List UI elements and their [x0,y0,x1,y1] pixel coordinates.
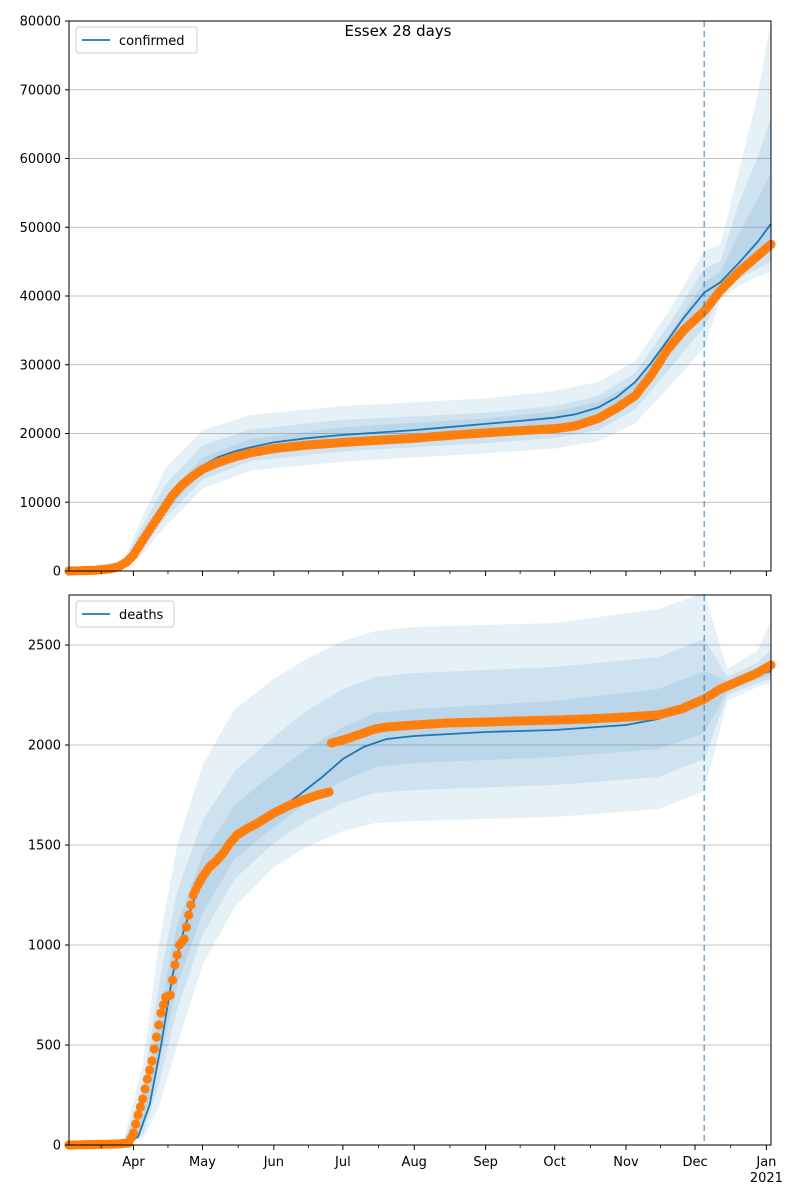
legend: confirmed [75,26,198,54]
observed-point [147,1056,157,1066]
y-tick-label: 30000 [20,358,61,373]
model-series-line [68,223,772,572]
legend-box [75,600,175,628]
observed-point [179,934,189,944]
x-tick-label: Sep [473,1155,498,1170]
observed-point [145,1065,155,1075]
observed-point [128,1128,138,1138]
y-tick-label: 500 [36,1039,61,1054]
y-tick-label: 2500 [28,639,61,654]
legend-label: deaths [119,608,164,623]
y-tick-label: 0 [53,565,61,580]
observed-point [142,1074,152,1084]
observed-point [165,990,175,1000]
y-tick-label: 70000 [20,83,61,98]
x-tick-label: Dec [682,1155,707,1170]
model-series-line [68,670,772,1146]
observed-point [324,787,334,797]
x-tick-label: Jul [334,1155,351,1170]
uncertainty-band-2 [69,661,771,1145]
uncertainty-band-0 [69,593,771,1145]
y-tick-label: 50000 [20,221,61,236]
x-tick-label: Nov [613,1155,639,1170]
x-year-label: 2021 [750,1171,783,1186]
observed-point [140,1084,150,1094]
y-tick-label: 10000 [20,496,61,511]
observed-point [158,1000,168,1010]
observed-point [170,960,180,970]
observed-point [184,910,194,920]
y-tick-label: 1000 [28,939,61,954]
observed-point [138,1094,148,1104]
uncertainty-band-1 [69,639,771,1145]
y-tick-label: 80000 [20,15,61,30]
legend-label: confirmed [119,34,185,49]
observed-point [133,1110,143,1120]
observed-point [168,975,178,985]
deaths-panel: 0 500 1000 1500 2000 2500 Apr May Jun Jul Aug Sep Oc… [28,593,783,1186]
observed-point [156,1008,166,1018]
x-tick-label: Jun [263,1155,284,1170]
x-tick-label: Aug [402,1155,427,1170]
y-tick-label: 1500 [28,839,61,854]
x-tick-label: Jan [755,1155,776,1170]
observed-point [149,1044,159,1054]
legend: deaths [75,600,175,628]
x-tick-label: May [189,1155,216,1170]
observed-point [151,1032,162,1042]
observed-point [154,1020,164,1030]
plot-frame [68,594,772,1146]
observed-point [131,1119,141,1129]
uncertainty-band-0 [69,21,771,571]
legend-box [75,26,198,54]
observed-series-segment-1 [326,660,776,748]
observed-point [181,922,191,932]
observed-point [186,900,196,910]
figure-title: Essex 28 days [345,22,452,40]
y-tick-label: 60000 [20,152,61,167]
observed-series-segment-0 [64,787,334,1150]
x-tick-label: Apr [122,1155,145,1170]
x-tick-label: Oct [543,1155,565,1170]
y-tick-label: 2000 [28,739,61,754]
observed-point [172,950,182,960]
confirmed-panel: 0 10000 20000 30000 40000 50000 60000 70000 8000… [20,15,776,580]
observed-point [135,1102,145,1112]
y-tick-label: 20000 [20,427,61,442]
observed-series-segment-0 [64,239,776,576]
y-tick-label: 0 [53,1139,61,1154]
y-tick-label: 40000 [20,290,61,305]
